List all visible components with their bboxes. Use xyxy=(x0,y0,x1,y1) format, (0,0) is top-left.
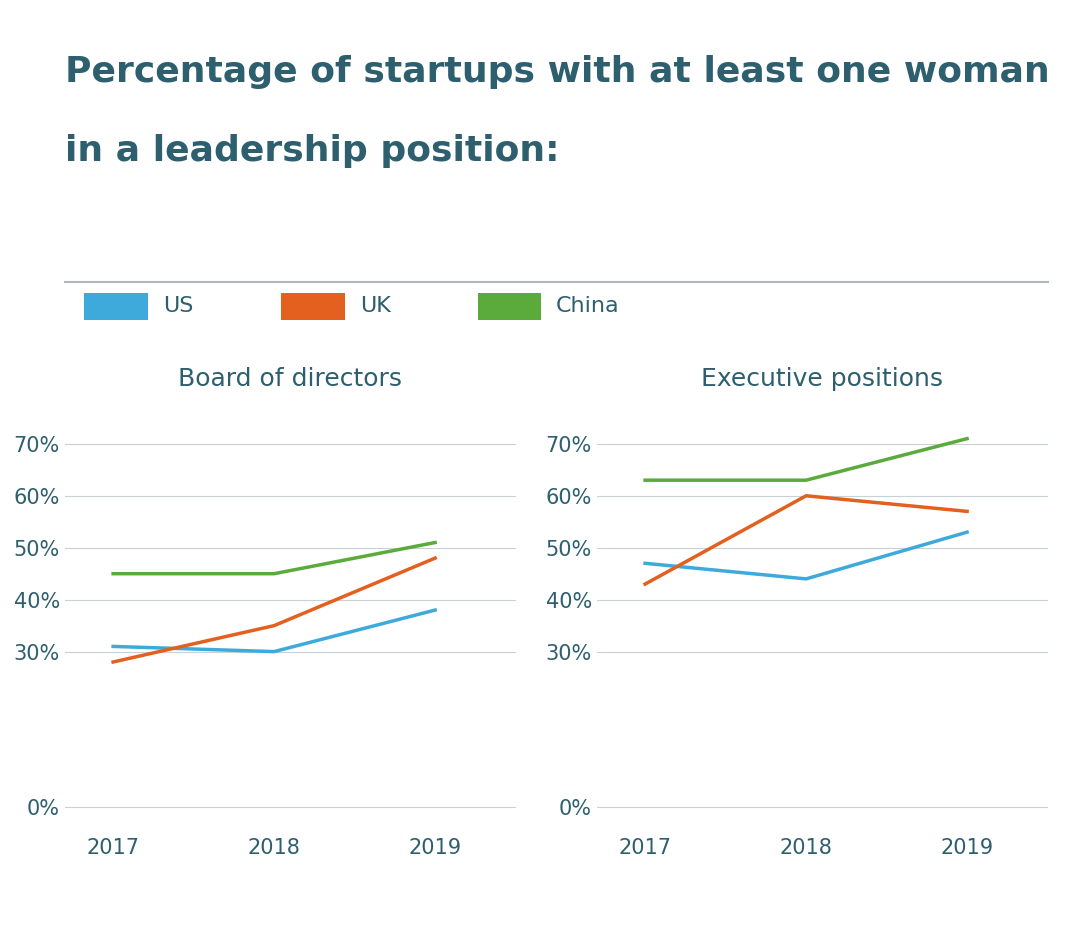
Text: Percentage of startups with at least one woman: Percentage of startups with at least one… xyxy=(65,56,1050,89)
Bar xyxy=(84,293,148,320)
Text: US: US xyxy=(163,296,193,317)
Title: Board of directors: Board of directors xyxy=(178,367,402,391)
Title: Executive positions: Executive positions xyxy=(701,367,943,391)
Text: China: China xyxy=(556,296,620,317)
Bar xyxy=(281,293,345,320)
Text: in a leadership position:: in a leadership position: xyxy=(65,134,559,168)
Text: UK: UK xyxy=(360,296,391,317)
Bar xyxy=(477,293,541,320)
